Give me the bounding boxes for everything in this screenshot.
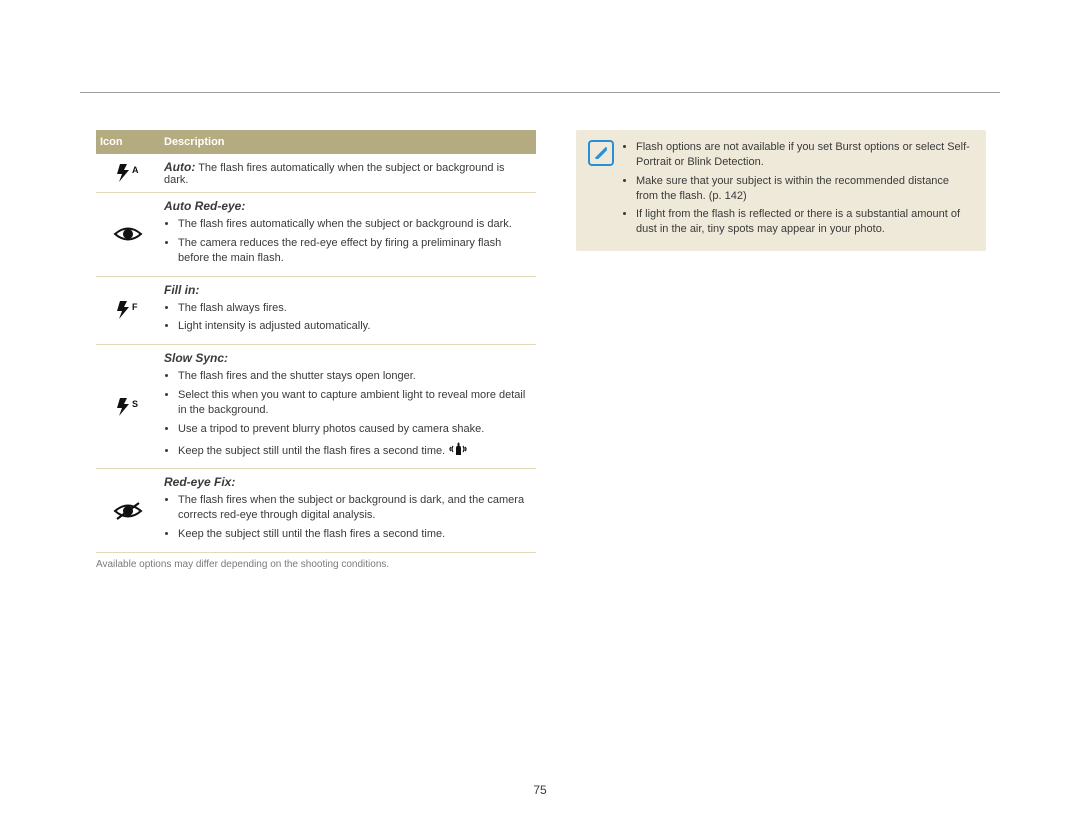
- flash-redeye-desc: Auto Red-eye: The flash fires automatica…: [160, 193, 536, 277]
- flash-options-table-region: Icon Description A Auto: The flash fires…: [96, 130, 536, 570]
- row-bullet: Light intensity is adjusted automaticall…: [178, 319, 532, 334]
- flash-redeye-fix-icon: [96, 469, 160, 553]
- flash-slow-icon: S: [96, 345, 160, 469]
- row-bullet: The flash fires and the shutter stays op…: [178, 369, 532, 384]
- row-heading: Auto:: [164, 160, 195, 174]
- table-row: A Auto: The flash fires automatically wh…: [96, 154, 536, 193]
- table-row: S Slow Sync: The flash fires and the shu…: [96, 345, 536, 469]
- flash-redeye-icon: [96, 193, 160, 277]
- flash-slow-desc: Slow Sync: The flash fires and the shutt…: [160, 345, 536, 469]
- row-bullet-text: Keep the subject still until the flash f…: [178, 445, 445, 457]
- info-callout: Flash options are not available if you s…: [576, 130, 986, 251]
- table-footnote: Available options may differ depending o…: [96, 559, 536, 570]
- table-header-icon: Icon: [96, 136, 160, 148]
- table-header: Icon Description: [96, 130, 536, 154]
- page-number: 75: [0, 783, 1080, 797]
- table-header-desc: Description: [160, 136, 225, 148]
- note-icon: [588, 140, 614, 166]
- row-heading: Auto Red-eye:: [164, 199, 245, 213]
- flash-fill-icon: F: [96, 276, 160, 345]
- callout-bullet: Flash options are not available if you s…: [636, 140, 974, 170]
- table-row: Red-eye Fix: The flash fires when the su…: [96, 469, 536, 553]
- callout-bullet: If light from the flash is reflected or …: [636, 207, 974, 237]
- row-bullet: Keep the subject still until the flash f…: [178, 527, 532, 542]
- flash-auto-icon: A: [96, 154, 160, 193]
- row-bullet: The camera reduces the red-eye effect by…: [178, 236, 532, 266]
- row-heading: Red-eye Fix:: [164, 475, 235, 489]
- row-bullet: Keep the subject still until the flash f…: [178, 441, 532, 459]
- row-body: The flash fires automatically when the s…: [164, 162, 505, 186]
- svg-text:S: S: [132, 399, 138, 409]
- flash-auto-desc: Auto: The flash fires automatically when…: [160, 154, 536, 193]
- table-row: F Fill in: The flash always fires. Light…: [96, 276, 536, 345]
- svg-text:F: F: [132, 302, 138, 312]
- row-bullet: The flash always fires.: [178, 301, 532, 316]
- row-bullet: The flash fires when the subject or back…: [178, 493, 532, 523]
- anti-shake-icon: [448, 441, 468, 457]
- table-row: Auto Red-eye: The flash fires automatica…: [96, 193, 536, 277]
- row-bullet: The flash fires automatically when the s…: [178, 217, 532, 232]
- top-rule: [80, 92, 1000, 93]
- row-bullet: Use a tripod to prevent blurry photos ca…: [178, 422, 532, 437]
- flash-fill-desc: Fill in: The flash always fires. Light i…: [160, 276, 536, 345]
- svg-text:A: A: [132, 165, 139, 175]
- row-heading: Fill in:: [164, 283, 199, 297]
- row-heading: Slow Sync:: [164, 351, 228, 365]
- row-bullet: Select this when you want to capture amb…: [178, 388, 532, 418]
- flash-redeye-fix-desc: Red-eye Fix: The flash fires when the su…: [160, 469, 536, 553]
- callout-bullet: Make sure that your subject is within th…: [636, 174, 974, 204]
